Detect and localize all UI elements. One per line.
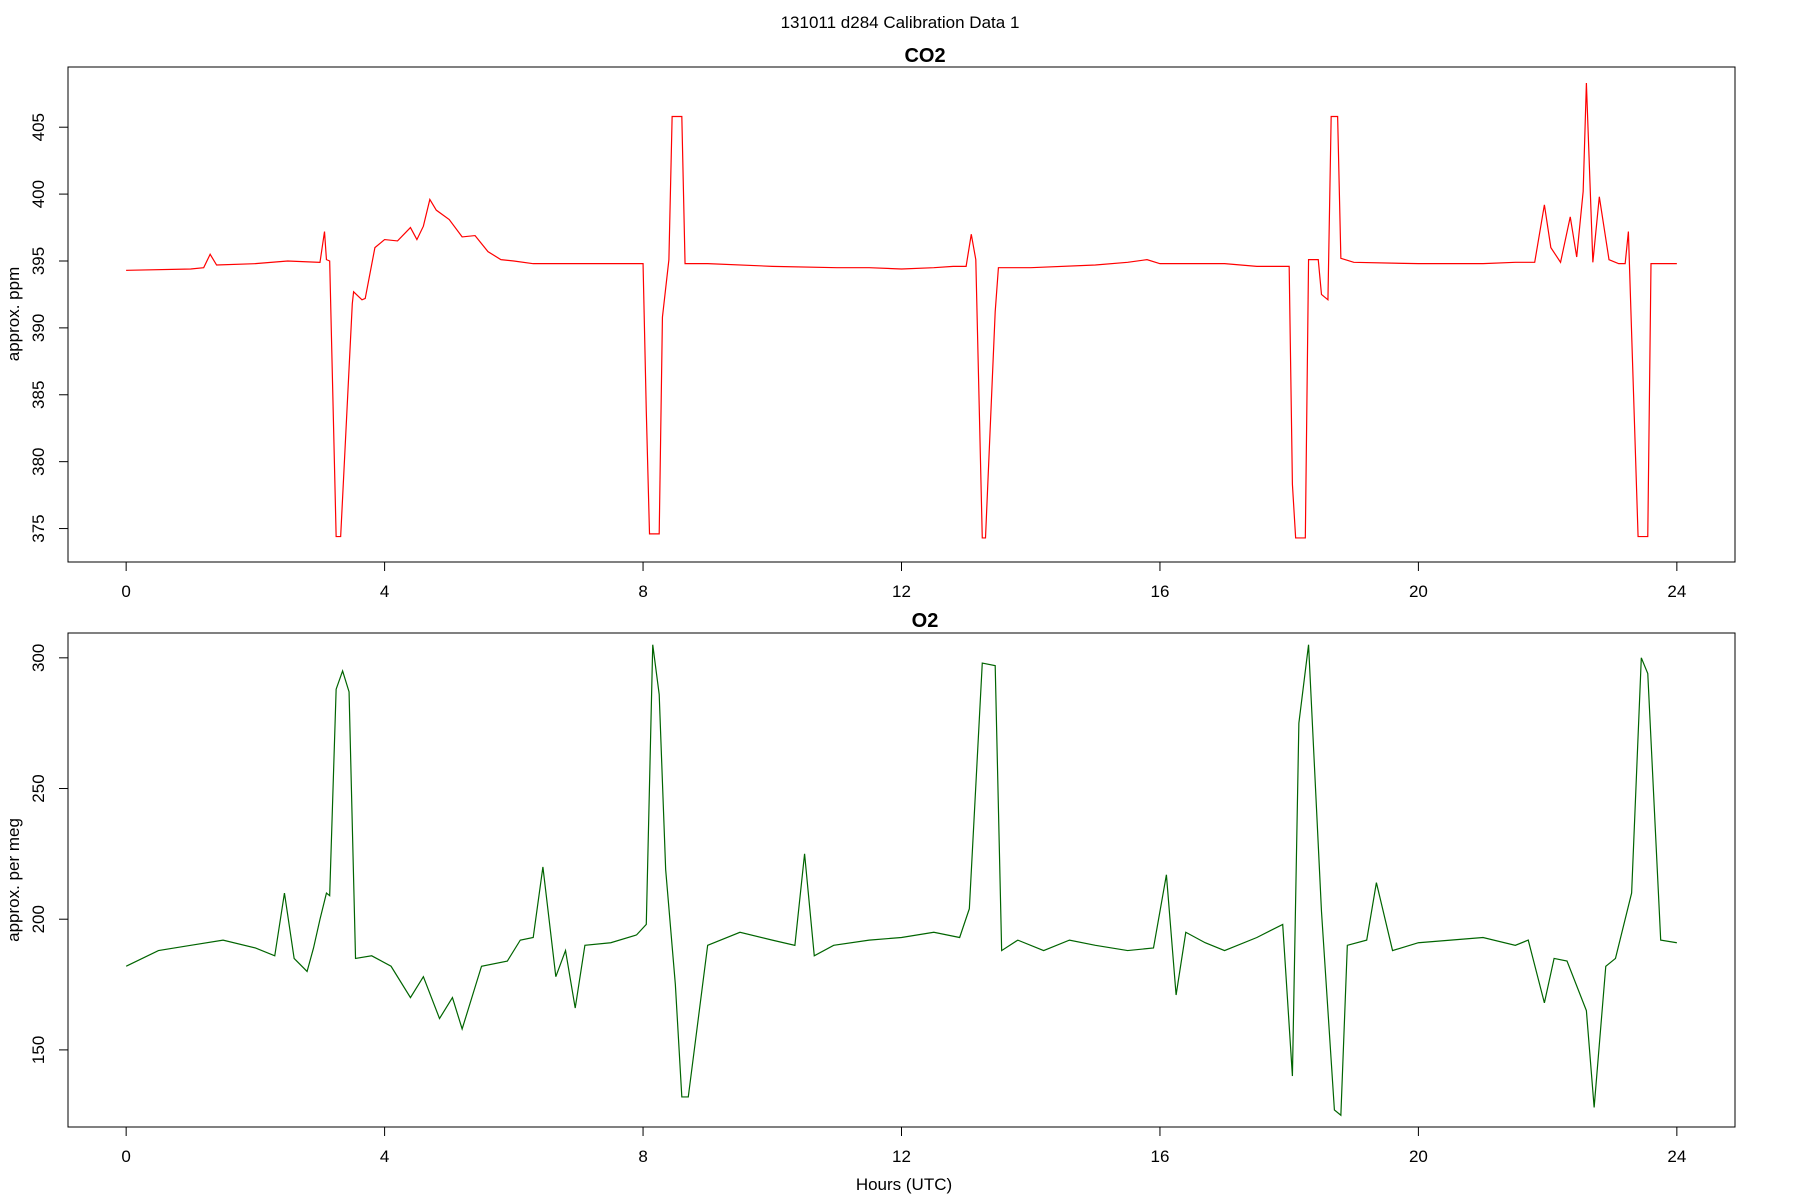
co2-y-tick-label: 400	[29, 180, 48, 208]
figure-title: 131011 d284 Calibration Data 1	[781, 13, 1020, 32]
co2-x-tick-label: 0	[121, 582, 130, 601]
co2-y-axis: 375 380 385 390 395 400 405	[29, 113, 68, 543]
o2-y-tick-label: 200	[29, 905, 48, 933]
co2-series-line	[126, 83, 1677, 539]
co2-x-tick-label: 20	[1409, 582, 1428, 601]
co2-panel: CO2 375 380 385 390 395 400 405 0 4 8 12 16 20 24 ap…	[4, 45, 1736, 601]
o2-y-tick-label: 250	[29, 774, 48, 802]
o2-x-tick-label: 8	[638, 1147, 647, 1166]
co2-y-tick-label: 385	[29, 381, 48, 409]
co2-plot-frame	[67, 66, 1736, 563]
o2-y-tick-label: 300	[29, 644, 48, 672]
o2-x-tick-label: 0	[121, 1147, 130, 1166]
co2-x-tick-label: 16	[1150, 582, 1169, 601]
o2-x-tick-label: 4	[380, 1147, 389, 1166]
o2-x-axis: 0 4 8 12 16 20 24	[121, 1126, 1686, 1166]
co2-x-tick-label: 12	[892, 582, 911, 601]
co2-x-axis: 0 4 8 12 16 20 24	[121, 561, 1686, 601]
o2-y-axis: 150 200 250 300	[29, 644, 68, 1064]
co2-y-tick-label: 405	[29, 113, 48, 141]
co2-x-tick-label: 8	[638, 582, 647, 601]
co2-y-axis-label: approx. ppm	[4, 267, 23, 362]
o2-panel: O2 150 200 250 300 0 4 8 12 16 20 24 approx. per …	[4, 610, 1736, 1194]
o2-x-tick-label: 16	[1150, 1147, 1169, 1166]
co2-y-tick-label: 375	[29, 514, 48, 542]
o2-y-tick-label: 150	[29, 1036, 48, 1064]
o2-x-tick-label: 20	[1409, 1147, 1428, 1166]
co2-y-tick-label: 395	[29, 247, 48, 275]
co2-x-tick-label: 24	[1667, 582, 1686, 601]
o2-x-tick-label: 24	[1667, 1147, 1686, 1166]
co2-y-tick-label: 380	[29, 447, 48, 475]
o2-x-tick-label: 12	[892, 1147, 911, 1166]
co2-x-tick-label: 4	[380, 582, 389, 601]
o2-x-axis-label: Hours (UTC)	[856, 1175, 952, 1194]
o2-plot-frame	[67, 632, 1736, 1128]
o2-y-axis-label: approx. per meg	[4, 818, 23, 942]
o2-panel-title: O2	[912, 610, 939, 632]
co2-panel-title: CO2	[904, 45, 945, 67]
o2-series-line	[125, 644, 1677, 1117]
co2-y-tick-label: 390	[29, 314, 48, 342]
